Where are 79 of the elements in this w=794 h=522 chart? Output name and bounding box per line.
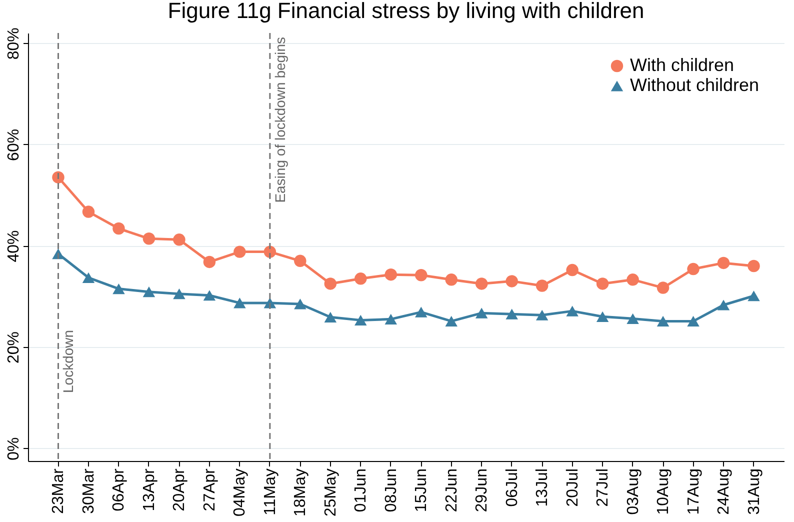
point (294, 298, 306, 310)
x-tick-label: 01Jun (352, 468, 370, 512)
x-tick-label: 18May (292, 468, 310, 517)
x-tick-label: 20Apr (171, 468, 188, 512)
x-tick-label: 11May (262, 468, 279, 516)
point (445, 316, 458, 327)
y-tick-label: 40% (6, 230, 22, 262)
point (536, 310, 548, 320)
point (234, 246, 246, 258)
point (506, 308, 518, 320)
point (234, 298, 246, 308)
x-tick-label: 13Jul (534, 468, 552, 507)
point (596, 311, 609, 322)
point (173, 288, 186, 300)
point (203, 256, 216, 268)
point (748, 260, 760, 272)
point (142, 232, 156, 245)
point (566, 264, 578, 276)
x-tick-label: 04May (232, 468, 249, 517)
y-tick-label: 0% (6, 437, 22, 460)
x-tick-label: 15Jun (413, 468, 430, 512)
ref-line-label: Lockdown (60, 330, 76, 393)
point (354, 272, 367, 285)
ref-line-label: Easing of lockdown begins (272, 37, 288, 203)
x-tick-label: 08Jun (382, 468, 400, 512)
point (112, 283, 125, 294)
point (596, 278, 609, 290)
y-tick-label: 60% (6, 128, 22, 161)
point (687, 316, 700, 327)
point (173, 234, 186, 246)
point (324, 278, 337, 290)
point (506, 275, 518, 288)
point (656, 282, 670, 294)
x-tick-label: 31Aug (746, 468, 763, 515)
legend-label: Without children (630, 75, 760, 95)
x-tick-label: 03Aug (624, 468, 642, 515)
x-tick-label: 20Jul (564, 468, 582, 507)
point (203, 290, 216, 301)
point (626, 313, 639, 324)
point (475, 278, 488, 290)
point (324, 312, 337, 322)
x-tick-label: 27Jul (594, 468, 612, 507)
point (414, 306, 428, 318)
point (294, 254, 306, 268)
point (414, 269, 428, 282)
point (687, 262, 700, 276)
x-tick-label: 30Mar (80, 468, 98, 514)
x-tick-label: 10Aug (655, 468, 672, 515)
point (112, 222, 125, 235)
x-tick-label: 27Apr (201, 468, 218, 512)
point (142, 286, 156, 298)
x-tick-label: 17Aug (685, 468, 702, 515)
point (82, 272, 95, 283)
x-tick-label: 06Apr (110, 468, 128, 512)
x-tick-label: 23Mar (50, 468, 68, 514)
point (748, 290, 760, 302)
point (52, 171, 64, 184)
point (445, 274, 458, 286)
x-tick-label: 29Jun (474, 468, 491, 512)
y-tick-label: 20% (6, 332, 22, 364)
x-tick-label: 13Apr (140, 468, 158, 512)
point (82, 206, 95, 218)
x-tick-label: 06Jul (504, 468, 521, 507)
chart-title: Figure 11g Financial stress by living with children (168, 0, 644, 24)
x-tick-label: 24Aug (716, 468, 733, 515)
point (717, 300, 730, 310)
point (717, 256, 730, 270)
x-tick-label: 22Jun (443, 468, 460, 512)
point (626, 274, 639, 286)
point (566, 306, 578, 316)
y-tick-label: 80% (6, 28, 22, 60)
legend-label: With children (630, 55, 734, 75)
point (656, 316, 670, 327)
point (384, 314, 398, 324)
point (475, 308, 488, 318)
point (536, 280, 548, 292)
x-tick-label: 25May (322, 468, 340, 517)
point (384, 268, 398, 281)
point (354, 314, 367, 326)
